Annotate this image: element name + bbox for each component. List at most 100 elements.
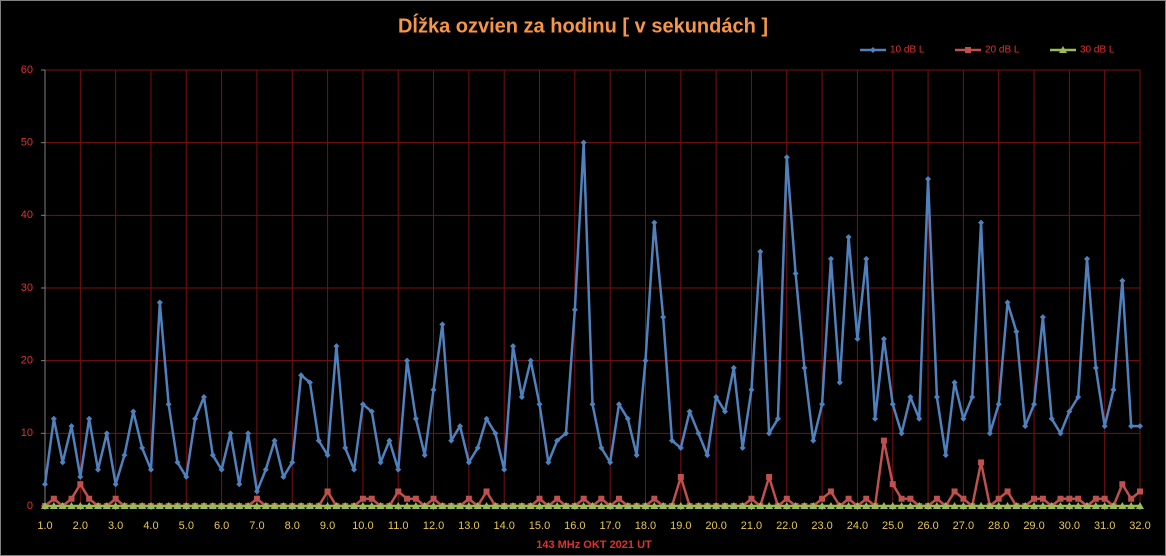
marker (421, 452, 428, 459)
marker (1013, 328, 1020, 335)
marker (739, 444, 746, 451)
marker (863, 495, 870, 502)
marker (553, 502, 562, 509)
y-tick-label: 0 (27, 500, 33, 512)
marker (314, 502, 323, 509)
marker (456, 502, 465, 509)
marker (86, 495, 93, 502)
marker (978, 219, 985, 226)
marker (474, 444, 481, 451)
marker (1075, 495, 1082, 502)
marker (412, 415, 419, 422)
marker (439, 321, 446, 328)
legend-marker (965, 47, 971, 53)
marker (1066, 495, 1073, 502)
marker (597, 502, 606, 509)
marker (889, 481, 896, 488)
marker (925, 176, 932, 182)
marker (880, 335, 887, 342)
marker (1101, 423, 1108, 430)
marker (1056, 502, 1065, 509)
marker (606, 502, 615, 509)
marker (438, 502, 447, 509)
marker (871, 502, 880, 509)
marker (950, 502, 959, 509)
marker (376, 502, 385, 509)
marker (465, 459, 472, 466)
marker (994, 502, 1003, 509)
marker (121, 452, 128, 459)
marker (1083, 502, 1092, 509)
marker (411, 502, 420, 509)
marker (93, 502, 102, 509)
marker (782, 502, 791, 509)
x-tick-label: 23.0 (811, 520, 832, 532)
marker (1022, 423, 1029, 430)
marker (174, 459, 181, 466)
chart-title: Dĺžka ozvien za hodinu [ v sekundách ] (398, 13, 768, 37)
x-tick-label: 24.0 (847, 520, 868, 532)
marker (835, 502, 844, 509)
marker (155, 502, 164, 509)
marker (535, 502, 544, 509)
marker (951, 379, 958, 386)
marker (651, 495, 658, 502)
marker (482, 502, 491, 509)
marker (67, 502, 76, 509)
marker (571, 306, 578, 313)
x-tick-label: 22.0 (776, 520, 797, 532)
marker (218, 466, 225, 473)
marker (703, 502, 712, 509)
legend-marker (870, 47, 876, 53)
marker (404, 495, 411, 502)
x-tick-label: 2.0 (73, 520, 88, 532)
marker (588, 502, 597, 509)
marker (245, 430, 252, 437)
marker (827, 488, 834, 495)
marker (907, 495, 914, 502)
marker (642, 357, 649, 364)
marker (261, 502, 270, 509)
marker (748, 495, 755, 502)
marker (536, 401, 543, 408)
marker (1137, 423, 1143, 430)
marker (332, 502, 341, 509)
marker (412, 495, 419, 502)
marker (554, 437, 561, 444)
marker (897, 502, 906, 509)
marker (1048, 415, 1055, 422)
y-tick-label: 10 (21, 427, 33, 439)
marker (305, 502, 314, 509)
x-tick-label: 31.0 (1094, 520, 1115, 532)
marker (738, 502, 747, 509)
marker (685, 502, 694, 509)
marker (209, 452, 216, 459)
marker (959, 502, 968, 509)
marker (1066, 408, 1073, 415)
marker (147, 466, 154, 473)
marker (1092, 495, 1099, 502)
marker (607, 459, 614, 466)
marker (1003, 502, 1012, 509)
marker (580, 495, 587, 502)
marker (1039, 314, 1046, 321)
marker (1038, 502, 1047, 509)
marker (279, 502, 288, 509)
x-tick-label: 12.0 (423, 520, 444, 532)
marker (1109, 502, 1118, 509)
marker (826, 502, 835, 509)
marker (977, 502, 986, 509)
marker (191, 502, 200, 509)
marker (888, 502, 897, 509)
marker (120, 502, 129, 509)
x-tick-label: 17.0 (599, 520, 620, 532)
marker (1136, 502, 1144, 509)
marker (660, 314, 667, 321)
y-tick-label: 50 (21, 137, 33, 149)
marker (633, 452, 640, 459)
marker (720, 502, 729, 509)
marker (76, 502, 85, 509)
marker (138, 502, 147, 509)
legend-label: 20 dB L (985, 45, 1020, 56)
